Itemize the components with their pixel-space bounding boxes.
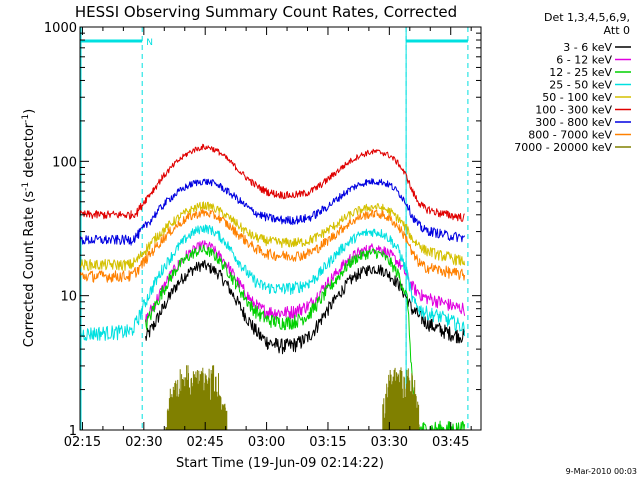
legend-label-2: 12 - 25 keV [549, 66, 612, 79]
legend-label-4: 50 - 100 keV [542, 91, 612, 104]
night-label: N [146, 38, 153, 48]
y-axis-label-sup: -1 [21, 182, 31, 191]
y-axis-label-mid: detector [22, 122, 37, 182]
y-tick-label-1: 10 [60, 290, 77, 305]
night-markers: N [80, 27, 469, 430]
x-tick-label-2: 02:45 [186, 435, 223, 450]
x-axis-ticks: 02:15 02:30 02:45 03:00 03:15 03:30 03:45 [64, 27, 472, 450]
y-tick-label-3: 1000 [44, 21, 77, 36]
legend-label-1: 6 - 12 keV [556, 54, 612, 67]
series-800-7000-kev [79, 208, 466, 283]
y-axis-label-sup2: -1 [21, 114, 31, 123]
y-tick-label-2: 100 [52, 155, 77, 170]
legend-label-7: 800 - 7000 keV [528, 129, 612, 142]
legend-label-6: 300 - 800 keV [535, 116, 612, 129]
legend-header-line2: Att 0 [604, 24, 630, 37]
y-axis-ticks: 1 10 100 1000 [44, 21, 481, 439]
series-25-50-kev [79, 224, 466, 341]
y-axis-label-main: Corrected Count Rate (s [22, 191, 37, 348]
legend-label-3: 25 - 50 keV [549, 79, 612, 92]
chart-title: HESSI Observing Summary Count Rates, Cor… [75, 3, 457, 21]
x-tick-label-3: 03:00 [248, 435, 285, 450]
x-tick-label-5: 03:30 [371, 435, 408, 450]
plot-frame [79, 26, 482, 431]
series-3-6-kev [145, 259, 466, 355]
series-7000-20000-kev [165, 365, 420, 430]
x-tick-label-6: 03:45 [432, 435, 469, 450]
series-100-300-kev [79, 143, 465, 222]
date-stamp: 9-Mar-2010 00:03 [566, 467, 637, 476]
series-50-100-kev [79, 201, 466, 272]
x-axis-label: Start Time (19-Jun-09 02:14:22) [176, 456, 384, 471]
legend-header-line1: Det 1,3,4,5,6,9, [544, 11, 630, 24]
x-tick-label-0: 02:15 [64, 435, 101, 450]
series-300-800-kev [79, 178, 466, 246]
series-layer [79, 143, 466, 431]
legend-label-5: 100 - 300 keV [535, 104, 612, 117]
x-tick-label-1: 02:30 [125, 435, 162, 450]
y-axis-label-end: ) [22, 109, 37, 114]
y-axis-label: Corrected Count Rate (s-1 detector-1) [21, 109, 37, 347]
legend-label-8: 7000 - 20000 keV [514, 141, 612, 154]
legend-label-0: 3 - 6 keV [563, 41, 612, 54]
y-tick-label-0: 1 [69, 424, 77, 439]
x-tick-label-4: 03:15 [309, 435, 346, 450]
